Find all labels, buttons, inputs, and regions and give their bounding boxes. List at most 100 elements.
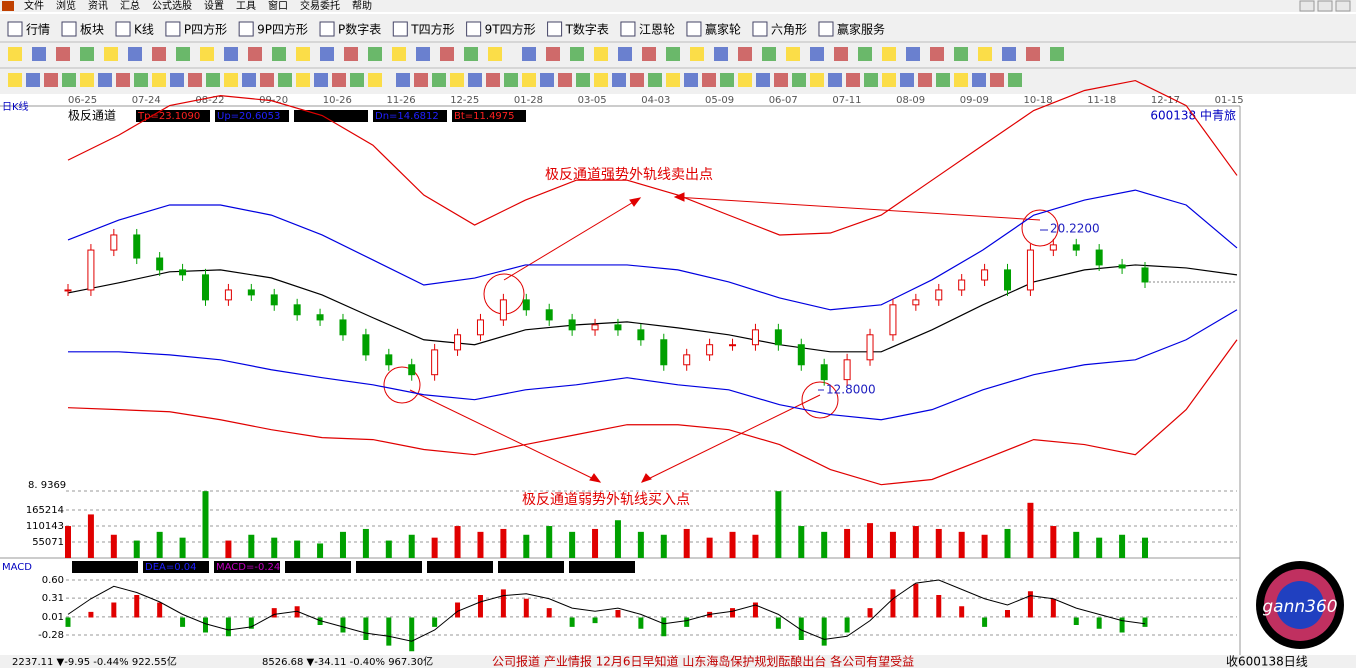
tool-icon[interactable] — [752, 21, 768, 37]
tool-button[interactable] — [468, 73, 482, 87]
tool-button[interactable] — [618, 47, 632, 61]
tool-button[interactable] — [188, 73, 202, 87]
tool-button[interactable] — [558, 73, 572, 87]
tool-button[interactable] — [368, 47, 382, 61]
tool-button[interactable] — [44, 73, 58, 87]
tool-button[interactable] — [296, 47, 310, 61]
tool-button[interactable] — [320, 47, 334, 61]
tool-button[interactable] — [666, 73, 680, 87]
tool-button[interactable] — [930, 47, 944, 61]
tool-button[interactable] — [882, 73, 896, 87]
menu-item[interactable]: 交易委托 — [300, 0, 340, 12]
tool-icon[interactable] — [115, 21, 131, 37]
tool-button[interactable] — [8, 73, 22, 87]
tool-button[interactable] — [104, 47, 118, 61]
tool-button[interactable] — [546, 47, 560, 61]
tool-button[interactable] — [954, 47, 968, 61]
tool-icon[interactable] — [238, 21, 254, 37]
tool-button[interactable] — [1002, 47, 1016, 61]
tool-button[interactable] — [900, 73, 914, 87]
tool-button[interactable] — [450, 73, 464, 87]
tool-button[interactable] — [762, 47, 776, 61]
tool-icon[interactable] — [620, 21, 636, 37]
tool-button[interactable] — [350, 73, 364, 87]
tool-label[interactable]: 9P四方形 — [257, 22, 308, 37]
tool-button[interactable] — [882, 47, 896, 61]
window-button[interactable] — [1335, 0, 1351, 12]
tool-button[interactable] — [834, 47, 848, 61]
tool-button[interactable] — [414, 73, 428, 87]
tool-button[interactable] — [1026, 47, 1040, 61]
tool-button[interactable] — [176, 47, 190, 61]
news-ticker[interactable]: 公司报道 产业情报 12月6日早知道 山东海岛保护规划酝酿出台 各公司有望受益 — [492, 654, 914, 668]
tool-button[interactable] — [224, 47, 238, 61]
tool-button[interactable] — [56, 47, 70, 61]
menu-item[interactable]: 设置 — [204, 0, 224, 12]
tool-label[interactable]: 江恩轮 — [639, 23, 675, 37]
menu-item[interactable]: 窗口 — [268, 0, 288, 12]
tool-label[interactable]: T四方形 — [410, 22, 454, 37]
tool-button[interactable] — [396, 73, 410, 87]
tool-label[interactable]: K线 — [134, 23, 154, 37]
tool-button[interactable] — [134, 73, 148, 87]
tool-button[interactable] — [416, 47, 430, 61]
tool-button[interactable] — [666, 47, 680, 61]
tool-button[interactable] — [576, 73, 590, 87]
tool-button[interactable] — [774, 73, 788, 87]
tool-label[interactable]: T数字表 — [565, 22, 609, 37]
tool-button[interactable] — [392, 47, 406, 61]
tool-button[interactable] — [206, 73, 220, 87]
tool-icon[interactable] — [319, 21, 335, 37]
tool-label[interactable]: 赢家轮 — [705, 22, 741, 37]
window-button[interactable] — [1299, 0, 1315, 12]
tool-button[interactable] — [486, 73, 500, 87]
tool-button[interactable] — [648, 73, 662, 87]
tool-button[interactable] — [80, 73, 94, 87]
tool-button[interactable] — [1050, 47, 1064, 61]
tool-button[interactable] — [702, 73, 716, 87]
tool-label[interactable]: 9T四方形 — [485, 22, 536, 37]
tool-button[interactable] — [464, 47, 478, 61]
tool-icon[interactable] — [547, 21, 563, 37]
tool-button[interactable] — [8, 47, 22, 61]
tool-button[interactable] — [738, 47, 752, 61]
tool-label[interactable]: P数字表 — [338, 22, 381, 37]
tool-button[interactable] — [612, 73, 626, 87]
tool-button[interactable] — [332, 73, 346, 87]
tool-button[interactable] — [272, 47, 286, 61]
tool-button[interactable] — [26, 73, 40, 87]
tool-button[interactable] — [978, 47, 992, 61]
tool-button[interactable] — [684, 73, 698, 87]
tool-button[interactable] — [972, 73, 986, 87]
tool-button[interactable] — [738, 73, 752, 87]
tool-icon[interactable] — [686, 21, 702, 37]
tool-icon[interactable] — [61, 21, 77, 37]
tool-icon[interactable] — [165, 21, 181, 37]
tool-button[interactable] — [80, 47, 94, 61]
tool-button[interactable] — [570, 47, 584, 61]
menu-item[interactable]: 文件 — [24, 0, 44, 12]
tool-button[interactable] — [1008, 73, 1022, 87]
tool-icon[interactable] — [466, 21, 482, 37]
tool-button[interactable] — [756, 73, 770, 87]
tool-icon[interactable] — [7, 21, 23, 37]
tool-button[interactable] — [314, 73, 328, 87]
tool-button[interactable] — [440, 47, 454, 61]
tool-button[interactable] — [116, 73, 130, 87]
tool-button[interactable] — [858, 47, 872, 61]
tool-label[interactable]: P四方形 — [184, 22, 227, 37]
tool-button[interactable] — [128, 47, 142, 61]
tool-button[interactable] — [690, 47, 704, 61]
tool-button[interactable] — [224, 73, 238, 87]
tool-button[interactable] — [170, 73, 184, 87]
tool-button[interactable] — [906, 47, 920, 61]
tool-button[interactable] — [810, 73, 824, 87]
tool-button[interactable] — [32, 47, 46, 61]
tool-button[interactable] — [642, 47, 656, 61]
tool-button[interactable] — [242, 73, 256, 87]
tool-button[interactable] — [344, 47, 358, 61]
tool-button[interactable] — [488, 47, 502, 61]
tool-button[interactable] — [248, 47, 262, 61]
tool-button[interactable] — [504, 73, 518, 87]
tool-button[interactable] — [260, 73, 274, 87]
